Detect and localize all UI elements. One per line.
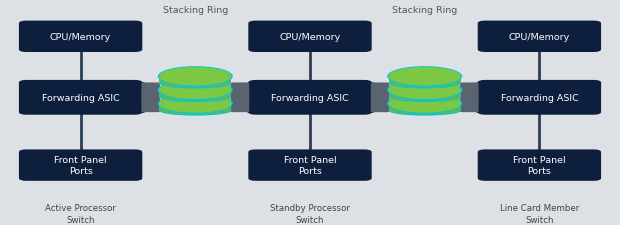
Ellipse shape [159,80,231,89]
Polygon shape [159,104,231,111]
Text: CPU/Memory: CPU/Memory [280,33,340,42]
Polygon shape [159,77,231,84]
Text: Standby Processor
Switch: Standby Processor Switch [270,203,350,224]
Ellipse shape [389,81,461,99]
Ellipse shape [159,108,231,115]
Ellipse shape [159,68,231,86]
Text: Stacking Ring: Stacking Ring [162,6,228,15]
FancyBboxPatch shape [19,81,142,115]
Text: Line Card Member
Switch: Line Card Member Switch [500,203,579,224]
Ellipse shape [159,94,231,101]
Ellipse shape [387,94,463,114]
Text: Front Panel
Ports: Front Panel Ports [284,155,336,175]
Text: Forwarding ASIC: Forwarding ASIC [500,93,578,102]
Text: Front Panel
Ports: Front Panel Ports [513,155,565,175]
Ellipse shape [389,108,461,115]
Polygon shape [389,104,461,111]
Text: CPU/Memory: CPU/Memory [50,33,111,42]
FancyBboxPatch shape [19,150,142,181]
Polygon shape [389,77,461,84]
Ellipse shape [158,94,233,114]
Text: Front Panel
Ports: Front Panel Ports [55,155,107,175]
Ellipse shape [159,81,231,88]
Ellipse shape [159,95,231,113]
FancyBboxPatch shape [141,83,160,113]
Ellipse shape [389,68,461,86]
Ellipse shape [159,81,231,99]
Ellipse shape [159,93,231,103]
Text: Forwarding ASIC: Forwarding ASIC [271,93,349,102]
FancyBboxPatch shape [477,81,601,115]
Ellipse shape [389,93,461,103]
Text: Active Processor
Switch: Active Processor Switch [45,203,116,224]
Ellipse shape [389,95,461,113]
Polygon shape [389,90,461,98]
FancyBboxPatch shape [248,81,371,115]
FancyBboxPatch shape [248,150,371,181]
Ellipse shape [158,80,233,101]
Ellipse shape [389,94,461,101]
FancyBboxPatch shape [371,83,389,113]
Ellipse shape [387,67,463,87]
Text: Stacking Ring: Stacking Ring [392,6,458,15]
Text: Forwarding ASIC: Forwarding ASIC [42,93,120,102]
Ellipse shape [389,68,461,86]
Ellipse shape [159,68,231,86]
FancyBboxPatch shape [231,83,249,113]
Ellipse shape [159,81,231,99]
Ellipse shape [158,67,233,87]
Ellipse shape [389,80,461,89]
FancyBboxPatch shape [477,21,601,53]
Ellipse shape [389,107,461,116]
FancyBboxPatch shape [460,83,479,113]
Ellipse shape [389,95,461,113]
FancyBboxPatch shape [19,21,142,53]
FancyBboxPatch shape [477,150,601,181]
Text: CPU/Memory: CPU/Memory [509,33,570,42]
Polygon shape [159,90,231,98]
Ellipse shape [389,81,461,88]
Ellipse shape [389,81,461,99]
Ellipse shape [159,95,231,113]
Ellipse shape [159,107,231,116]
Ellipse shape [387,80,463,101]
FancyBboxPatch shape [248,21,371,53]
